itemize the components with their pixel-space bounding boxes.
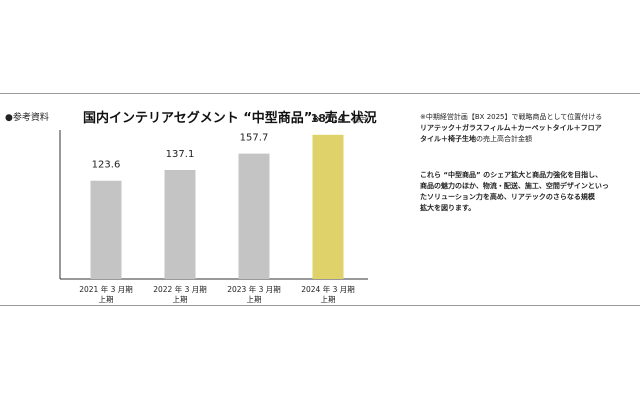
note-line-rest: の売上高合計金額 [476,135,532,143]
reference-tag: ●参考資料 [5,113,49,123]
chart-title-suffix: 売上状況 [320,111,377,126]
slide-frame [0,93,640,306]
definition-note: ※中期経営計画【BX 2025】で戦略商品として位置付ける リアテック＋ガラスフ… [420,112,635,145]
x-tick-label: 上期 [247,295,262,304]
bar [164,170,196,279]
paragraph-line: 商品の魅力のほか、物流・配送、施工、空間デザインといっ [420,182,609,190]
data-label: 137.1 [166,149,195,160]
x-tick-label: 2022 年 3 月期 [153,284,207,294]
x-tick-label: 上期 [173,295,188,304]
chart-title-note-mark: ※ [312,115,321,124]
x-tick-label: 上期 [321,295,336,304]
note-line: タイル＋椅子生地の売上高合計金額 [420,134,635,145]
note-line: ※中期経営計画【BX 2025】で戦略商品として位置付ける [420,113,603,121]
x-tick-label: 2023 年 3 月期 [227,284,281,294]
paragraph-line: 拡大を図ります。 [420,204,476,212]
data-label: 123.6 [92,160,121,171]
x-tick-label: 2021 年 3 月期 [79,284,133,294]
chart-title: 国内インテリアセグメント “中型商品”※ 売上状況 [83,107,377,126]
bar [238,153,270,279]
x-tick-label: 2024 年 3 月期 [301,284,355,294]
note-line: リアテック＋ガラスフィルム＋カーペットタイル＋フロア [420,124,602,132]
bar [90,180,122,279]
data-label: 181.4 [311,112,346,125]
data-label: 157.7 [240,133,269,144]
paragraph-line: たソリューション力を高め、リアテックのさらなる規模 [420,193,595,201]
paragraph-line: これら “中型商品” のシェア拡大と商品力強化を目指し、 [420,171,603,179]
chart-title-main: 国内インテリアセグメント “中型商品” [83,111,313,126]
x-tick-label: 上期 [99,295,114,304]
strategy-paragraph: これら “中型商品” のシェア拡大と商品力強化を目指し、 商品の魅力のほか、物流… [420,170,635,214]
bar [312,134,344,279]
unit-label: （億円） [348,116,372,124]
note-line-bold: タイル＋椅子生地 [420,135,476,143]
